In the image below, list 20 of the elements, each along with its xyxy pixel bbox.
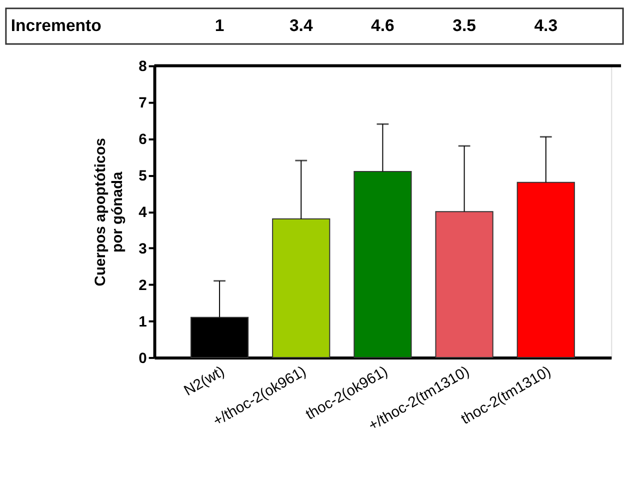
y-tick-label: 3: [138, 242, 147, 258]
y-tick-label: 6: [138, 132, 147, 148]
y-tick-label: 1: [138, 314, 147, 330]
bar: [272, 218, 330, 358]
text: 4.3: [534, 16, 558, 36]
text: 1: [214, 16, 224, 36]
text: 3.4: [289, 16, 314, 36]
y-tick-label: 0: [138, 350, 147, 367]
text: Incremento: [10, 16, 102, 36]
bar: [354, 170, 412, 358]
bar: [516, 182, 575, 358]
y-tick-label: 8: [138, 59, 147, 76]
bar: [435, 211, 494, 358]
y-axis-title: Cuerpos apoptóticos por gónada: [92, 138, 126, 286]
y-tick-label: 7: [138, 96, 147, 112]
y-tick-label: 5: [138, 168, 147, 185]
y-tick-label: 4: [138, 205, 148, 222]
text: 4.6: [371, 16, 394, 36]
y-tick-label: 2: [138, 278, 147, 294]
text: 3.5: [452, 16, 476, 36]
